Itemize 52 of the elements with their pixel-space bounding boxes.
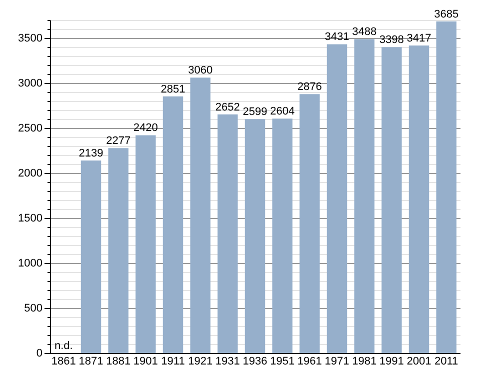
- data-label: 2604: [270, 106, 295, 118]
- x-tick-label: 1911: [161, 356, 185, 368]
- x-tick-label: 1921: [188, 356, 213, 368]
- y-tick-label: 1500: [18, 212, 42, 224]
- y-tick-label: 3500: [18, 32, 42, 44]
- bar: [382, 47, 402, 353]
- bar: [436, 21, 456, 353]
- data-label: 3685: [434, 8, 459, 20]
- data-label: 3431: [324, 31, 350, 44]
- bar: [326, 44, 348, 353]
- bar: [136, 135, 156, 353]
- text: n.d.: [54, 340, 73, 352]
- y-tick-label: 3000: [18, 78, 42, 90]
- x-tick-label: 1871: [78, 356, 104, 368]
- data-label: 2876: [297, 81, 322, 94]
- x-tick-label: 1861: [51, 356, 76, 368]
- bar: [300, 94, 320, 353]
- data-label: 3417: [406, 32, 432, 44]
- bar: [190, 78, 210, 353]
- x-tick-label: 1881: [106, 356, 131, 368]
- data-label: 2652: [215, 101, 240, 114]
- bar: [162, 96, 184, 353]
- data-label: 2139: [78, 147, 104, 160]
- bar: [354, 39, 374, 353]
- x-tick-label: 2011: [434, 356, 458, 368]
- bar: [272, 118, 292, 353]
- data-label: 3060: [188, 64, 213, 77]
- x-tick-label: 1961: [297, 356, 322, 368]
- bar: [80, 160, 102, 353]
- y-tick-label: 0: [36, 348, 42, 360]
- bar: [108, 148, 128, 353]
- x-tick-label: 1901: [133, 356, 158, 368]
- x-tick-label: 1936: [242, 356, 268, 368]
- data-label: 2420: [133, 122, 158, 134]
- x-tick-label: 1971: [324, 356, 350, 368]
- bar: [244, 119, 266, 353]
- bar: [408, 45, 430, 353]
- y-tick-label: 2000: [18, 168, 42, 180]
- data-label: 2277: [106, 135, 131, 148]
- y-tick-label: 2500: [18, 122, 42, 134]
- bar: [218, 114, 238, 353]
- x-tick-label: 1991: [379, 356, 404, 368]
- x-tick-label: 2001: [406, 356, 432, 368]
- data-label: 2599: [242, 106, 268, 118]
- data-label: 3488: [352, 26, 377, 38]
- y-tick-label: 1000: [18, 258, 42, 270]
- x-tick-label: 1951: [270, 356, 295, 368]
- data-label: 3398: [379, 34, 404, 46]
- data-label: 2851: [160, 83, 186, 96]
- x-tick-label: 1981: [352, 356, 377, 368]
- y-tick-label: 500: [24, 302, 42, 314]
- x-tick-label: 1931: [215, 356, 240, 368]
